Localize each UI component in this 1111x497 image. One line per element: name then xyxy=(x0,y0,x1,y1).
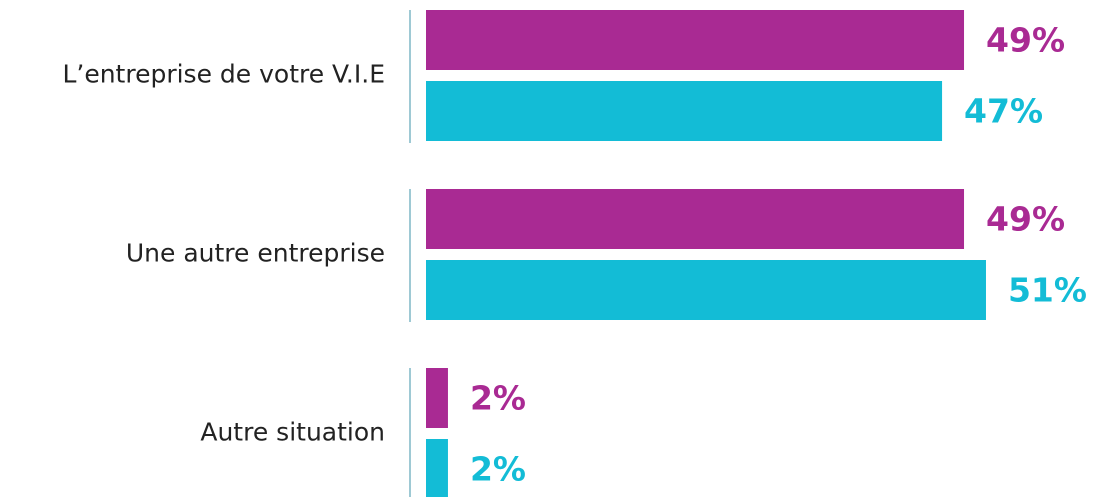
value-label: 47% xyxy=(964,92,1043,131)
bar xyxy=(426,189,965,249)
value-label: 49% xyxy=(986,21,1065,60)
value-label: 49% xyxy=(986,200,1065,239)
value-label: 51% xyxy=(1008,271,1087,310)
category-label: L’entreprise de votre V.I.E xyxy=(62,60,385,89)
category-label: Une autre entreprise xyxy=(126,239,385,268)
bar xyxy=(426,368,448,428)
bar xyxy=(426,81,943,141)
value-label: 2% xyxy=(470,379,526,418)
value-label: 2% xyxy=(470,450,526,489)
bar xyxy=(426,260,986,320)
category-label: Autre situation xyxy=(200,418,385,447)
bar xyxy=(426,10,965,70)
bar xyxy=(426,439,448,497)
